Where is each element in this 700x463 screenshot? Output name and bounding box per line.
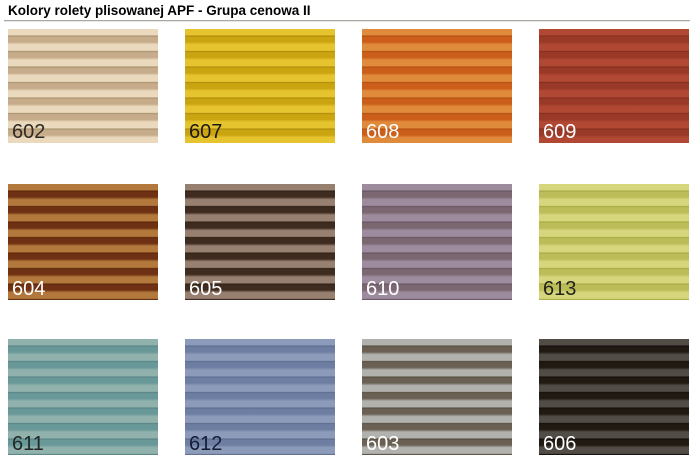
swatch-code-label: 605 bbox=[189, 278, 223, 300]
color-swatch-607[interactable]: 607 bbox=[185, 29, 335, 143]
swatch-code-label: 608 bbox=[366, 121, 400, 143]
page-title: Kolory rolety plisowanej APF - Grupa cen… bbox=[8, 3, 311, 18]
swatch-code-label: 604 bbox=[12, 278, 46, 300]
title-divider bbox=[4, 20, 690, 22]
color-swatch-611[interactable]: 611 bbox=[8, 339, 158, 455]
color-swatch-605[interactable]: 605 bbox=[185, 184, 335, 300]
swatch-code-label: 603 bbox=[366, 433, 400, 455]
color-swatch-603[interactable]: 603 bbox=[362, 339, 512, 455]
color-swatch-604[interactable]: 604 bbox=[8, 184, 158, 300]
swatch-code-label: 611 bbox=[12, 433, 44, 455]
swatch-code-label: 606 bbox=[543, 433, 577, 455]
swatch-grid: 602 607 608 609 604 605 610 613 bbox=[8, 29, 692, 455]
color-swatch-606[interactable]: 606 bbox=[539, 339, 689, 455]
color-swatch-608[interactable]: 608 bbox=[362, 29, 512, 143]
color-swatch-609[interactable]: 609 bbox=[539, 29, 689, 143]
color-swatch-610[interactable]: 610 bbox=[362, 184, 512, 300]
swatch-row: 611 612 603 606 bbox=[8, 339, 692, 455]
swatch-code-label: 612 bbox=[189, 433, 223, 455]
swatch-code-label: 609 bbox=[543, 121, 577, 143]
swatch-row: 604 605 610 613 bbox=[8, 184, 692, 300]
swatch-code-label: 602 bbox=[12, 121, 46, 143]
swatch-row: 602 607 608 609 bbox=[8, 29, 692, 143]
swatch-code-label: 613 bbox=[543, 278, 577, 300]
swatch-code-label: 607 bbox=[189, 121, 223, 143]
color-swatch-612[interactable]: 612 bbox=[185, 339, 335, 455]
swatch-code-label: 610 bbox=[366, 278, 400, 300]
color-swatch-613[interactable]: 613 bbox=[539, 184, 689, 300]
color-swatch-602[interactable]: 602 bbox=[8, 29, 158, 143]
